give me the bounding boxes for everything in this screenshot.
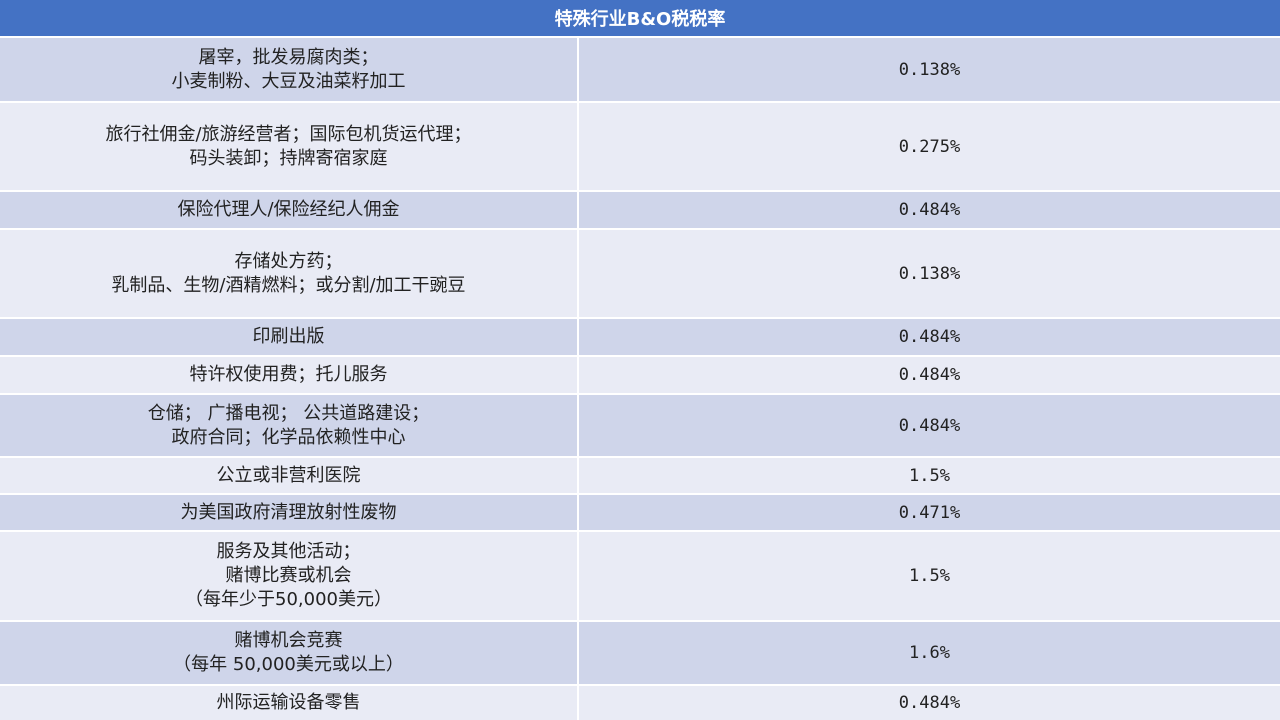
table-row: 仓储； 广播电视； 公共道路建设； 政府合同；化学品依赖性中心 0.484% bbox=[0, 393, 1280, 456]
table-row: 公立或非营利医院 1.5% bbox=[0, 456, 1280, 493]
table-header: 特殊行业B&O税税率 bbox=[0, 0, 1280, 36]
industry-cell: 为美国政府清理放射性废物 bbox=[0, 495, 579, 530]
table-row: 屠宰，批发易腐肉类； 小麦制粉、大豆及油菜籽加工 0.138% bbox=[0, 36, 1280, 101]
rate-cell: 1.6% bbox=[909, 643, 950, 663]
rate-cell: 0.138% bbox=[898, 263, 961, 284]
rate-cell: 0.484% bbox=[898, 327, 961, 347]
rate-cell: 0.484% bbox=[898, 415, 961, 436]
industry-cell: 仓储； 广播电视； 公共道路建设； 政府合同；化学品依赖性中心 bbox=[0, 395, 579, 456]
rate-cell: 0.138% bbox=[898, 59, 961, 80]
rate-cell: 0.484% bbox=[898, 693, 961, 713]
industry-cell: 印刷出版 bbox=[0, 319, 579, 355]
table-row: 州际运输设备零售 0.484% bbox=[0, 684, 1280, 720]
table-row: 存储处方药； 乳制品、生物/酒精燃料；或分割/加工干豌豆 0.138% bbox=[0, 228, 1280, 317]
table-row: 特许权使用费；托儿服务 0.484% bbox=[0, 355, 1280, 393]
industry-cell: 服务及其他活动； 赌博比赛或机会 （每年少于50,000美元） bbox=[0, 532, 579, 620]
table-row: 旅行社佣金/旅游经营者；国际包机货运代理； 码头装卸；持牌寄宿家庭 0.275% bbox=[0, 101, 1280, 190]
table-row: 赌博机会竞赛 （每年 50,000美元或以上） 1.6% bbox=[0, 620, 1280, 684]
rate-cell: 0.484% bbox=[898, 200, 961, 220]
table-row: 印刷出版 0.484% bbox=[0, 317, 1280, 355]
industry-cell: 赌博机会竞赛 （每年 50,000美元或以上） bbox=[0, 622, 579, 684]
rate-cell: 0.471% bbox=[898, 502, 961, 523]
table-row: 保险代理人/保险经纪人佣金 0.484% bbox=[0, 190, 1280, 228]
rate-cell: 1.5% bbox=[909, 566, 950, 586]
table-title: 特殊行业B&O税税率 bbox=[554, 9, 726, 30]
industry-cell: 保险代理人/保险经纪人佣金 bbox=[0, 192, 579, 228]
rate-cell: 0.275% bbox=[898, 136, 961, 157]
industry-cell: 旅行社佣金/旅游经营者；国际包机货运代理； 码头装卸；持牌寄宿家庭 bbox=[0, 103, 579, 190]
rate-cell: 1.5% bbox=[909, 465, 950, 486]
industry-cell: 特许权使用费；托儿服务 bbox=[0, 357, 579, 393]
industry-cell: 存储处方药； 乳制品、生物/酒精燃料；或分割/加工干豌豆 bbox=[0, 230, 579, 317]
table-row: 为美国政府清理放射性废物 0.471% bbox=[0, 493, 1280, 530]
rate-cell: 0.484% bbox=[898, 365, 961, 385]
industry-cell: 屠宰，批发易腐肉类； 小麦制粉、大豆及油菜籽加工 bbox=[0, 38, 579, 101]
industry-cell: 公立或非营利医院 bbox=[0, 458, 579, 493]
table-row: 服务及其他活动； 赌博比赛或机会 （每年少于50,000美元） 1.5% bbox=[0, 530, 1280, 620]
industry-cell: 州际运输设备零售 bbox=[0, 686, 579, 720]
